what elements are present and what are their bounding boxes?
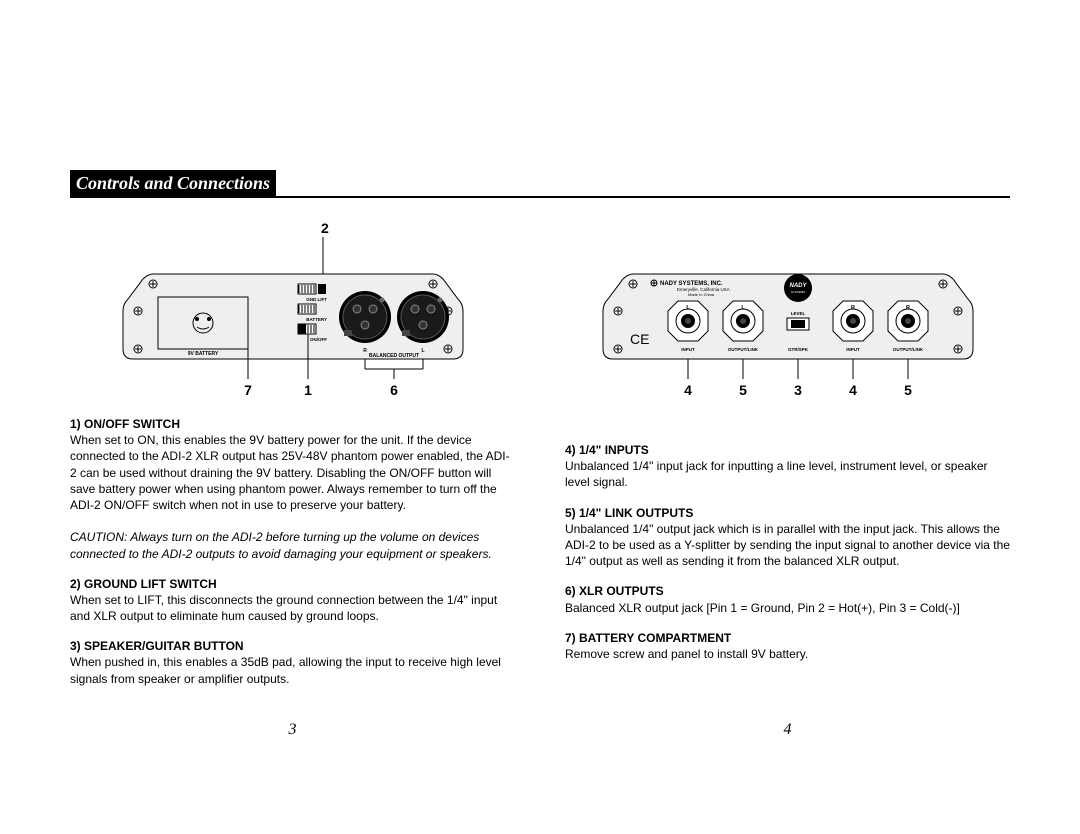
svg-text:4: 4 bbox=[684, 382, 692, 398]
svg-text:R: R bbox=[851, 305, 855, 311]
svg-text:SYSTEMS: SYSTEMS bbox=[790, 290, 804, 294]
svg-text:7: 7 bbox=[244, 382, 252, 398]
svg-text:OUTPUT/LINK: OUTPUT/LINK bbox=[727, 347, 758, 352]
text-columns: 1) ON/OFF SWITCH When set to ON, this en… bbox=[70, 416, 1010, 701]
item-title: 5) 1/4" LINK OUTPUTS bbox=[565, 506, 693, 520]
svg-text:2: 2 bbox=[321, 220, 329, 236]
svg-text:1: 1 bbox=[304, 382, 312, 398]
right-column: 4) 1/4" INPUTS Unbalanced 1/4" input jac… bbox=[565, 416, 1010, 701]
svg-text:OUTPUT/LINK: OUTPUT/LINK bbox=[892, 347, 923, 352]
section-title: Controls and Connections bbox=[70, 170, 276, 197]
svg-text:R: R bbox=[906, 305, 910, 311]
svg-text:Made In China: Made In China bbox=[688, 292, 715, 297]
svg-text:BALANCED OUTPUT: BALANCED OUTPUT bbox=[369, 353, 419, 359]
svg-text:R: R bbox=[363, 348, 367, 354]
svg-text:ON/OFF: ON/OFF bbox=[310, 337, 327, 342]
svg-text:9V BATTERY: 9V BATTERY bbox=[187, 351, 218, 357]
left-diagram: 2 9V BATTERY bbox=[70, 219, 515, 404]
svg-text:GTR/SPK: GTR/SPK bbox=[787, 347, 808, 352]
item-7: 7) BATTERY COMPARTMENT Remove screw and … bbox=[565, 630, 1010, 662]
right-diagram: NADY SYSTEMS, INC. Emeryville, Californi… bbox=[565, 219, 1010, 404]
item-3: 3) SPEAKER/GUITAR BUTTON When pushed in,… bbox=[70, 638, 515, 687]
item-title: 4) 1/4" INPUTS bbox=[565, 443, 649, 457]
svg-text:INPUT: INPUT bbox=[846, 347, 860, 352]
item-title: 6) XLR OUTPUTS bbox=[565, 584, 664, 598]
svg-text:LEVEL: LEVEL bbox=[790, 311, 805, 316]
item-title: 1) ON/OFF SWITCH bbox=[70, 417, 180, 431]
item-body: When set to ON, this enables the 9V batt… bbox=[70, 433, 510, 512]
item-title: 7) BATTERY COMPARTMENT bbox=[565, 631, 731, 645]
svg-text:L: L bbox=[421, 348, 424, 354]
right-panel-svg: NADY SYSTEMS, INC. Emeryville, Californi… bbox=[578, 219, 998, 404]
item-6: 6) XLR OUTPUTS Balanced XLR output jack … bbox=[565, 583, 1010, 615]
item-title: 3) SPEAKER/GUITAR BUTTON bbox=[70, 639, 244, 653]
svg-text:3: 3 bbox=[794, 382, 802, 398]
page-numbers: 3 4 bbox=[70, 701, 1010, 739]
item-body: Remove screw and panel to install 9V bat… bbox=[565, 647, 808, 661]
svg-text:4: 4 bbox=[849, 382, 857, 398]
left-panel-svg: 2 9V BATTERY bbox=[103, 219, 483, 404]
item-1: 1) ON/OFF SWITCH When set to ON, this en… bbox=[70, 416, 515, 562]
item-body: When set to LIFT, this disconnects the g… bbox=[70, 593, 497, 623]
page-number-left: 3 bbox=[70, 721, 515, 739]
item-body: Unbalanced 1/4" input jack for inputting… bbox=[565, 459, 988, 489]
item-4: 4) 1/4" INPUTS Unbalanced 1/4" input jac… bbox=[565, 442, 1010, 491]
svg-text:5: 5 bbox=[904, 382, 912, 398]
svg-text:BATTERY: BATTERY bbox=[306, 317, 327, 322]
section-header-line: Controls and Connections bbox=[70, 170, 1010, 199]
svg-text:CE: CE bbox=[630, 331, 649, 347]
header-rule bbox=[70, 196, 1010, 198]
left-column: 1) ON/OFF SWITCH When set to ON, this en… bbox=[70, 416, 515, 701]
item-caution: CAUTION: Always turn on the ADI-2 before… bbox=[70, 530, 492, 560]
item-body: Balanced XLR output jack [Pin 1 = Ground… bbox=[565, 601, 960, 615]
svg-text:6: 6 bbox=[390, 382, 398, 398]
item-body: When pushed in, this enables a 35dB pad,… bbox=[70, 655, 501, 685]
svg-text:GND LIFT: GND LIFT bbox=[306, 297, 327, 302]
svg-text:5: 5 bbox=[739, 382, 747, 398]
page-number-right: 4 bbox=[565, 721, 1010, 739]
svg-text:NADY: NADY bbox=[789, 283, 807, 289]
diagrams-row: 2 9V BATTERY bbox=[70, 219, 1010, 404]
item-5: 5) 1/4" LINK OUTPUTS Unbalanced 1/4" out… bbox=[565, 505, 1010, 570]
item-body: Unbalanced 1/4" output jack which is in … bbox=[565, 522, 1010, 568]
item-title: 2) GROUND LIFT SWITCH bbox=[70, 577, 217, 591]
svg-text:INPUT: INPUT bbox=[681, 347, 695, 352]
item-2: 2) GROUND LIFT SWITCH When set to LIFT, … bbox=[70, 576, 515, 625]
